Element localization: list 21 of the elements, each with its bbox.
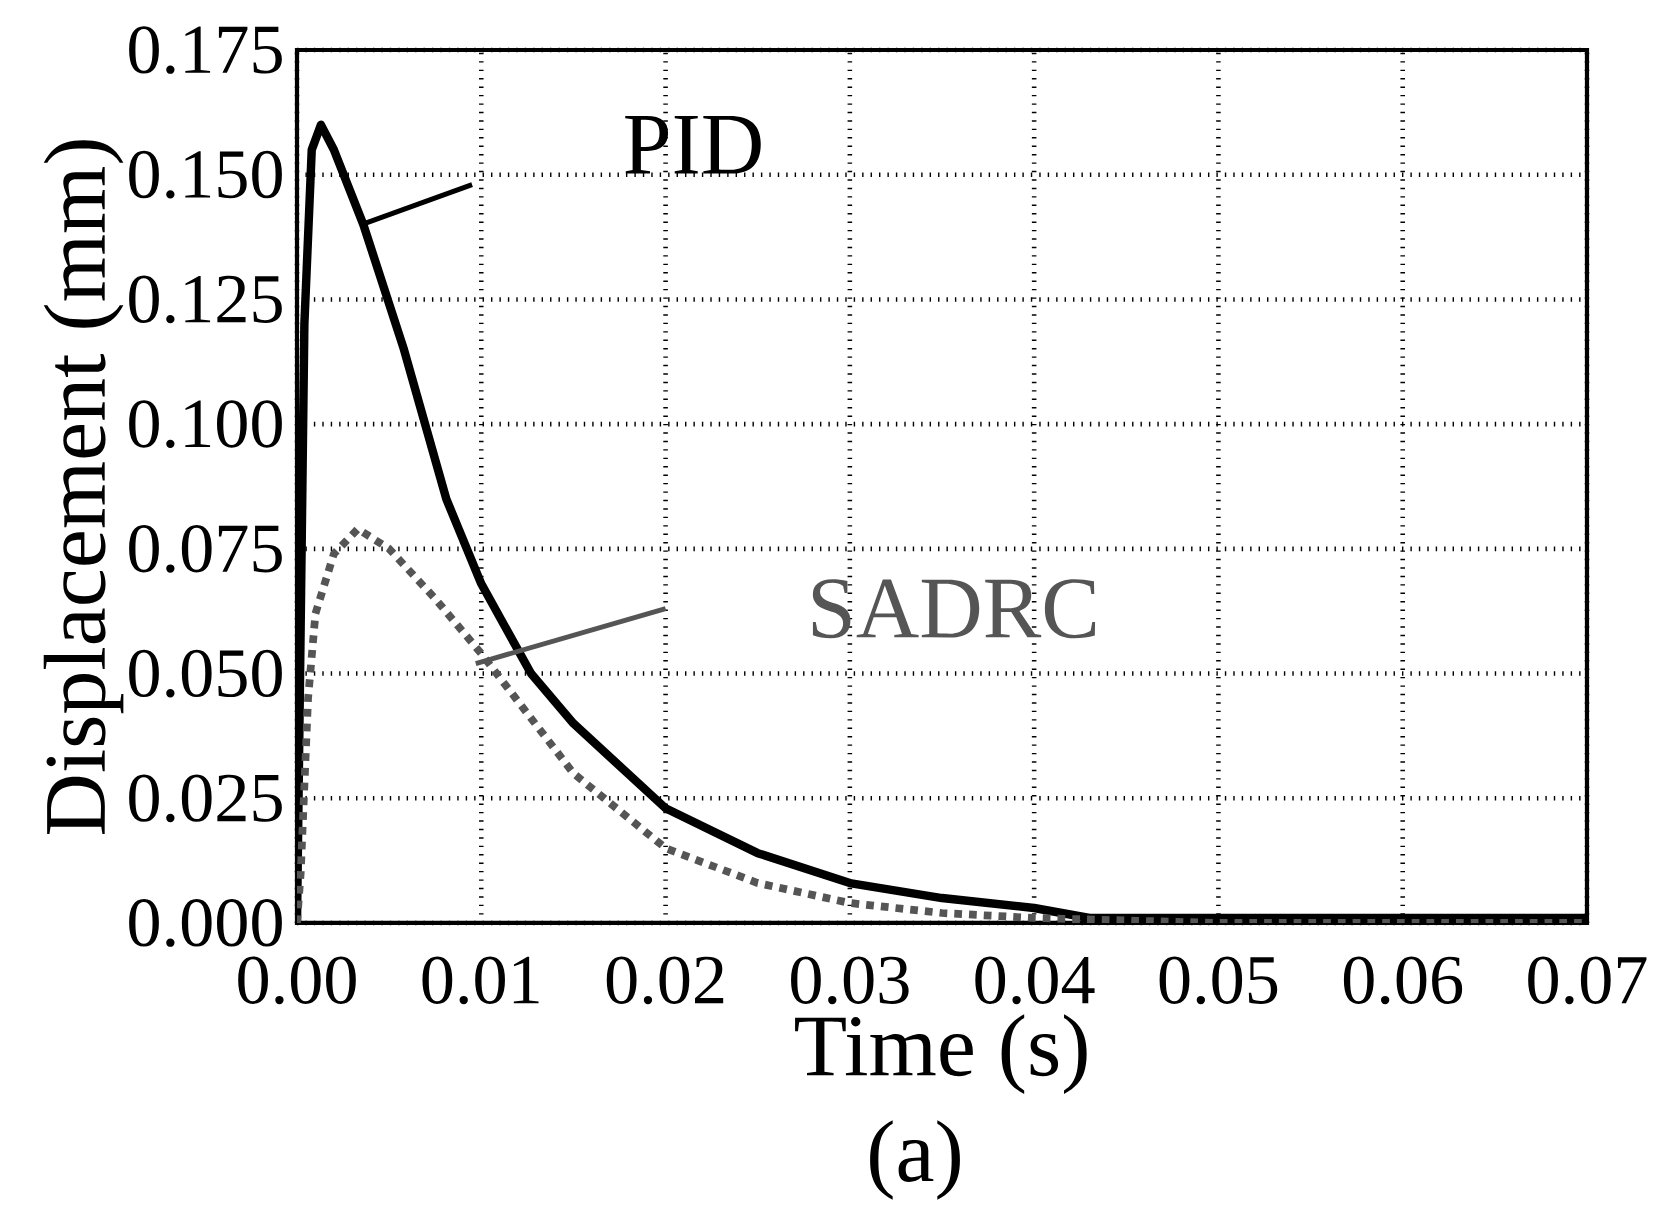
x-tick-label: 0.05 xyxy=(1159,956,1278,1005)
legend-label: PID xyxy=(625,115,761,174)
x-tick-label: 0.06 xyxy=(1343,956,1463,1005)
text: (a) xyxy=(870,1120,960,1200)
y-tick-label: 0.150 xyxy=(129,150,282,199)
x-tick-label: 0.00 xyxy=(238,956,356,1005)
y-tick-label: 0.125 xyxy=(129,275,282,324)
y-tick-label: 0.075 xyxy=(129,524,282,573)
x-tick-label: 0.03 xyxy=(791,956,909,1005)
x-tick-label: 0.04 xyxy=(975,956,1095,1005)
x-tick-label: 0.01 xyxy=(422,956,539,1005)
y-tick-label: 0.175 xyxy=(129,26,282,74)
y-axis-title: Displacement (mm) xyxy=(43,140,124,835)
y-tick-label: 0.000 xyxy=(129,899,282,947)
y-tick-label: 0.025 xyxy=(129,774,282,823)
x-tick-label: 0.07 xyxy=(1528,956,1647,1005)
x-axis-title: Time (s) xyxy=(795,1014,1087,1094)
y-tick-label: 0.100 xyxy=(129,400,282,448)
y-tick-label: 0.050 xyxy=(129,649,282,698)
x-tick-label: 0.02 xyxy=(606,956,724,1005)
legend-label: SADRC xyxy=(812,579,1096,639)
